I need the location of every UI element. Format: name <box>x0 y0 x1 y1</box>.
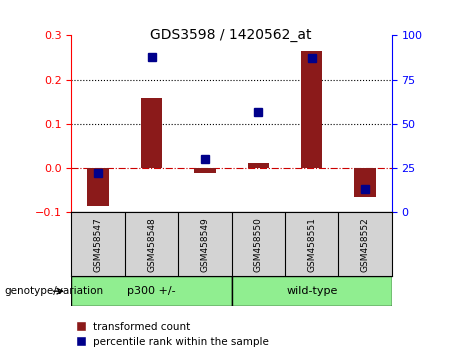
Bar <box>88 168 109 206</box>
Text: GSM458547: GSM458547 <box>94 217 103 272</box>
Text: wild-type: wild-type <box>286 286 337 296</box>
Text: GSM458549: GSM458549 <box>201 217 209 272</box>
Text: genotype/variation: genotype/variation <box>5 286 104 296</box>
Bar <box>231 276 392 306</box>
Text: GSM458548: GSM458548 <box>147 217 156 272</box>
Bar <box>71 276 231 306</box>
Bar <box>355 168 376 197</box>
Bar <box>141 98 162 168</box>
Bar <box>248 163 269 168</box>
Bar <box>194 168 216 173</box>
Text: GSM458551: GSM458551 <box>307 217 316 272</box>
Bar <box>301 51 322 168</box>
Text: GSM458550: GSM458550 <box>254 217 263 272</box>
Legend: transformed count, percentile rank within the sample: transformed count, percentile rank withi… <box>77 322 269 347</box>
Text: GDS3598 / 1420562_at: GDS3598 / 1420562_at <box>150 28 311 42</box>
Text: GSM458552: GSM458552 <box>361 217 370 272</box>
Text: p300 +/-: p300 +/- <box>127 286 176 296</box>
